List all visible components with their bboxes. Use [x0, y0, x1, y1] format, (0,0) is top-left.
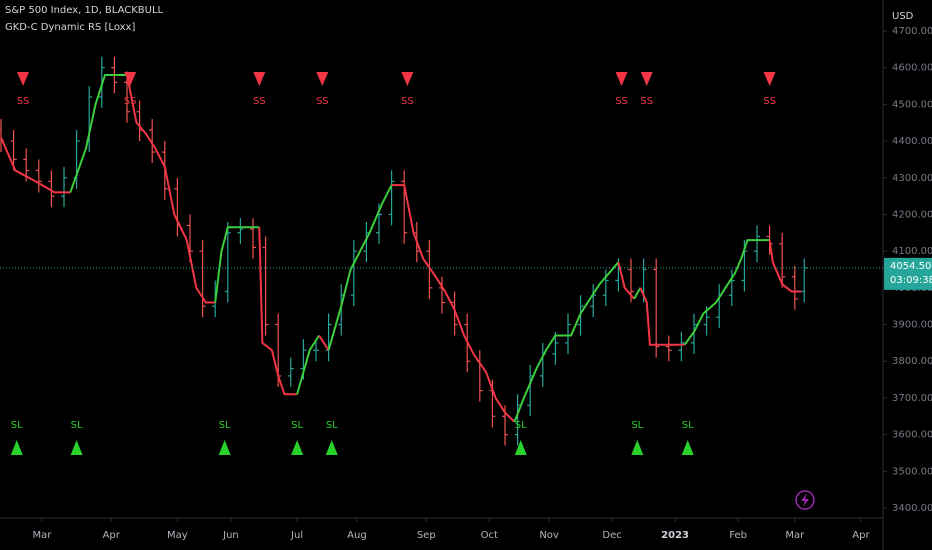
- currency: USD: [892, 11, 914, 22]
- y-tick-label: 4200.00: [892, 209, 932, 220]
- lightning-icon[interactable]: [795, 490, 815, 510]
- signal-label: SL: [291, 420, 303, 431]
- x-tick-label: Feb: [729, 530, 747, 541]
- x-tick-label: Oct: [481, 530, 498, 541]
- rs-line: [768, 239, 802, 293]
- x-tick-label: Apr: [103, 530, 121, 541]
- signal-marker: [70, 440, 83, 455]
- icon-bolt[interactable]: [801, 493, 809, 507]
- signal-marker: [325, 440, 338, 455]
- x-tick-label: Nov: [539, 530, 559, 541]
- rs-line: [126, 74, 216, 304]
- y-tick-label: 4600.00: [892, 63, 932, 74]
- x-tick-label: Apr: [852, 530, 870, 541]
- signal-label: SL: [326, 420, 338, 431]
- signal-marker: [640, 72, 653, 86]
- signal-marker: [681, 440, 694, 455]
- signal-marker: [316, 72, 329, 86]
- signal-marker: [615, 72, 628, 86]
- x-tick-label: Aug: [347, 530, 367, 541]
- rs-line: [617, 261, 635, 300]
- y-tick-label: 4400.00: [892, 136, 932, 147]
- signal-label: SS: [124, 96, 137, 107]
- signal-label: SS: [401, 96, 414, 107]
- y-tick-label: 3400.00: [892, 503, 932, 514]
- signal-marker: [763, 72, 776, 86]
- y-tick-label: 3800.00: [892, 356, 932, 367]
- y-tick-label: 4500.00: [892, 99, 932, 110]
- signal-label: SL: [71, 420, 83, 431]
- y-tick-label: 4100.00: [892, 246, 932, 257]
- signal-marker: [401, 72, 414, 86]
- signal-label: SS: [253, 96, 266, 107]
- signal-marker: [124, 72, 137, 86]
- last-price-tag: [884, 257, 932, 290]
- x-tick-label: May: [167, 530, 188, 541]
- x-tick-label: Mar: [33, 530, 53, 541]
- y-tick-label: 3600.00: [892, 430, 932, 441]
- signal-marker: [514, 440, 527, 455]
- chart-title: S&P 500 Index, 1D, BLACKBULL: [5, 5, 164, 16]
- y-tick-label: 3700.00: [892, 393, 932, 404]
- signal-label: SS: [615, 96, 628, 107]
- x-tick-label: Dec: [602, 530, 621, 541]
- x-tick-label: Sep: [417, 530, 436, 541]
- signal-label: SS: [763, 96, 776, 107]
- signal-marker: [17, 72, 30, 86]
- signal-label: SS: [640, 96, 653, 107]
- signal-label: SL: [515, 420, 527, 431]
- last-price-label: 4054.50: [890, 261, 931, 272]
- signal-label: SL: [11, 420, 23, 431]
- y-tick-label: 4700.00: [892, 26, 932, 37]
- rs-line: [513, 261, 620, 423]
- signal-label: SL: [631, 420, 643, 431]
- y-tick-label: 3500.00: [892, 466, 932, 477]
- rs-line: [214, 226, 260, 303]
- rs-line: [633, 287, 642, 300]
- x-tick-label: Mar: [785, 530, 805, 541]
- icon-ring[interactable]: [795, 490, 815, 510]
- rs-line: [327, 184, 393, 351]
- signal-label: SS: [17, 96, 30, 107]
- rs-line: [69, 74, 127, 193]
- rs-line: [639, 287, 685, 346]
- x-tick-label: Jul: [290, 530, 303, 541]
- y-tick-label: 4300.00: [892, 173, 932, 184]
- signal-marker: [218, 440, 231, 455]
- rs-line: [391, 184, 516, 423]
- signal-marker: [291, 440, 304, 455]
- signal-label: SL: [219, 420, 231, 431]
- countdown-label: 03:09:38: [890, 275, 932, 286]
- rs-line: [296, 334, 320, 395]
- rs-line: [683, 239, 770, 346]
- rs-line: [258, 227, 298, 396]
- rs-line: [318, 334, 330, 351]
- x-tick-label: 2023: [661, 530, 689, 541]
- plot: [0, 56, 808, 446]
- signal-marker: [10, 440, 23, 455]
- signal-marker: [631, 440, 644, 455]
- signal-label: SS: [316, 96, 329, 107]
- x-tick-label: Jun: [222, 530, 239, 541]
- y-tick-label: 3900.00: [892, 320, 932, 331]
- indicator-title: GKD-C Dynamic RS [Loxx]: [5, 22, 135, 33]
- rs-line: [0, 137, 71, 194]
- signal-marker: [253, 72, 266, 86]
- signal-label: SL: [682, 420, 694, 431]
